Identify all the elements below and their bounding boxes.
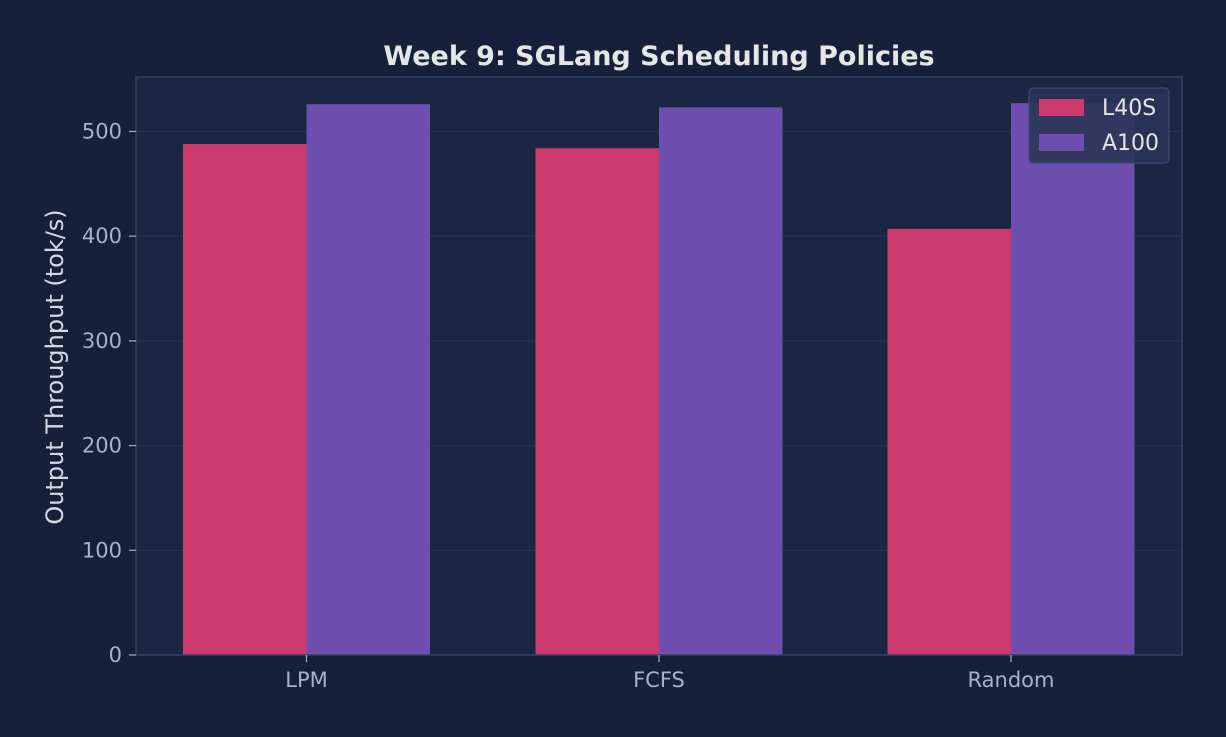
- x-tick-label: Random: [968, 668, 1055, 692]
- x-tick-label: LPM: [285, 668, 327, 692]
- y-tick-label: 400: [82, 224, 122, 248]
- legend-label-l40s: L40S: [1102, 96, 1156, 121]
- y-tick-label: 200: [82, 434, 122, 458]
- x-axis-ticks: LPM FCFS Random: [285, 655, 1054, 692]
- chart-title: Week 9: SGLang Scheduling Policies: [383, 41, 934, 72]
- bar-l40s-random: [887, 228, 1011, 655]
- y-tick-label: 100: [82, 538, 122, 562]
- bars: [183, 103, 1135, 656]
- y-tick-label: 0: [109, 643, 122, 667]
- bar-a100-fcfs: [659, 107, 783, 655]
- legend-swatch-a100: [1039, 134, 1084, 151]
- y-axis-label: Output Throughput (tok/s): [41, 209, 69, 524]
- y-tick-label: 500: [82, 119, 122, 143]
- x-tick-label: FCFS: [633, 668, 685, 692]
- bar-a100-random: [1011, 103, 1135, 655]
- legend-label-a100: A100: [1102, 131, 1159, 156]
- legend: L40S A100: [1028, 87, 1170, 164]
- bar-l40s-fcfs: [535, 148, 659, 656]
- bar-a100-lpm: [306, 104, 430, 656]
- y-axis-ticks: 0 100 200 300 400 500: [82, 119, 136, 667]
- y-tick-label: 300: [82, 329, 122, 353]
- legend-swatch-l40s: [1039, 99, 1084, 116]
- bar-l40s-lpm: [183, 144, 307, 655]
